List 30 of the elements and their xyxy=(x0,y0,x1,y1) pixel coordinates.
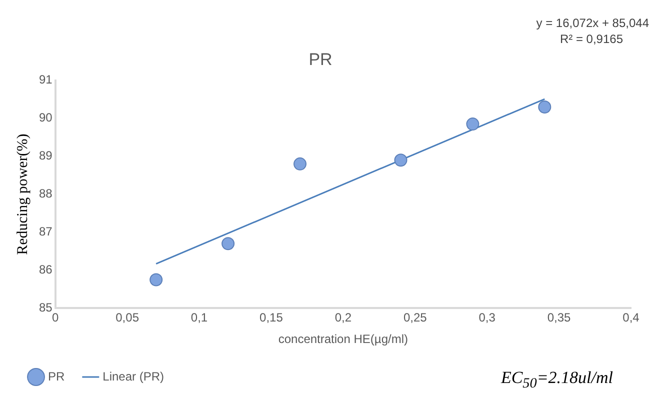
point xyxy=(150,273,163,286)
y-tick-label: 86 xyxy=(38,262,53,277)
legend-label: PR xyxy=(48,369,66,384)
point xyxy=(466,118,480,131)
x-tick-label: 0,25 xyxy=(403,310,428,325)
text: R² = 0,9165 xyxy=(560,32,623,46)
x-axis-title: concentration HE(µg/ml) xyxy=(278,332,408,346)
y-tick-label: 85 xyxy=(38,300,53,315)
point xyxy=(394,154,408,167)
y-tick-label: 89 xyxy=(38,148,53,163)
x-tick-label: 0,3 xyxy=(478,310,496,325)
x-tick-label: 0,4 xyxy=(622,310,640,325)
text: y = 16,072x + 85,044 xyxy=(536,16,649,30)
y-tick-label: 90 xyxy=(38,110,53,125)
chart-title: PR xyxy=(308,50,332,69)
x-tick-label: 0 xyxy=(52,310,60,325)
point xyxy=(222,237,235,250)
x-tick-label: 0,15 xyxy=(260,310,284,325)
x-tick-label: 0,2 xyxy=(334,310,352,325)
point xyxy=(538,100,552,114)
point xyxy=(294,157,306,170)
y-tick-label: 87 xyxy=(38,224,53,239)
text: EC$_{50}$=2.18ul/ml xyxy=(500,368,613,392)
y-tick-label: 91 xyxy=(38,72,53,87)
y-axis-title: Reducing power(%) xyxy=(14,134,31,255)
y-tick-label: 88 xyxy=(38,186,53,201)
x-tick-label: 0,05 xyxy=(116,310,140,325)
x-tick-label: 0,1 xyxy=(190,310,208,325)
legend-label: Linear (PR) xyxy=(102,369,164,384)
x-tick-label: 0,35 xyxy=(547,310,572,325)
